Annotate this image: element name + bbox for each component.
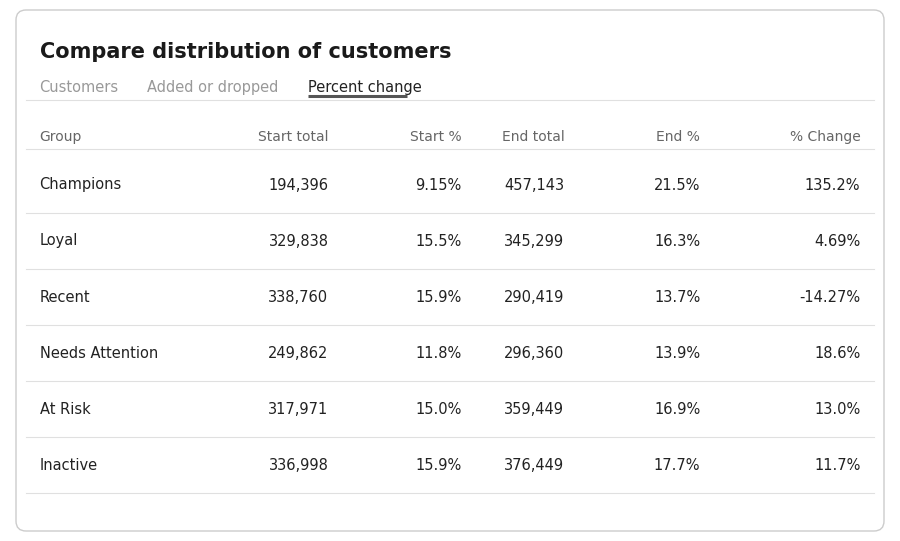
Text: 16.3%: 16.3% <box>654 234 700 248</box>
Text: Percent change: Percent change <box>308 80 421 95</box>
Text: 15.5%: 15.5% <box>416 234 462 248</box>
Text: End total: End total <box>501 130 564 144</box>
Text: Needs Attention: Needs Attention <box>40 346 158 360</box>
FancyBboxPatch shape <box>16 10 884 531</box>
Text: 9.15%: 9.15% <box>416 177 462 193</box>
Text: Start %: Start % <box>410 130 462 144</box>
Text: 4.69%: 4.69% <box>814 234 860 248</box>
Text: 376,449: 376,449 <box>504 458 564 472</box>
Text: 13.7%: 13.7% <box>654 289 700 305</box>
Text: 345,299: 345,299 <box>504 234 564 248</box>
Text: 296,360: 296,360 <box>504 346 564 360</box>
Text: 11.7%: 11.7% <box>814 458 860 472</box>
Text: 15.9%: 15.9% <box>416 458 462 472</box>
Text: Added or dropped: Added or dropped <box>147 80 278 95</box>
Text: Loyal: Loyal <box>40 234 78 248</box>
Text: Inactive: Inactive <box>40 458 98 472</box>
Text: 13.9%: 13.9% <box>654 346 700 360</box>
Text: 290,419: 290,419 <box>504 289 564 305</box>
Text: Compare distribution of customers: Compare distribution of customers <box>40 42 451 62</box>
Text: Group: Group <box>40 130 82 144</box>
Text: 194,396: 194,396 <box>268 177 328 193</box>
Text: 17.7%: 17.7% <box>653 458 700 472</box>
Text: 135.2%: 135.2% <box>805 177 860 193</box>
Text: 21.5%: 21.5% <box>653 177 700 193</box>
Text: Customers: Customers <box>40 80 119 95</box>
Text: 329,838: 329,838 <box>268 234 328 248</box>
Text: 15.0%: 15.0% <box>415 401 462 417</box>
Text: 336,998: 336,998 <box>268 458 328 472</box>
Text: -14.27%: -14.27% <box>799 289 860 305</box>
Text: Recent: Recent <box>40 289 90 305</box>
Text: % Change: % Change <box>789 130 860 144</box>
Text: 338,760: 338,760 <box>268 289 328 305</box>
Text: 317,971: 317,971 <box>268 401 328 417</box>
Text: Start total: Start total <box>258 130 328 144</box>
Text: 15.9%: 15.9% <box>416 289 462 305</box>
Text: 18.6%: 18.6% <box>814 346 860 360</box>
Text: Champions: Champions <box>40 177 122 193</box>
Text: End %: End % <box>656 130 700 144</box>
Text: 359,449: 359,449 <box>504 401 564 417</box>
Text: At Risk: At Risk <box>40 401 90 417</box>
Text: 13.0%: 13.0% <box>814 401 860 417</box>
Text: 249,862: 249,862 <box>268 346 328 360</box>
Text: 457,143: 457,143 <box>504 177 564 193</box>
Text: 16.9%: 16.9% <box>654 401 700 417</box>
Text: 11.8%: 11.8% <box>416 346 462 360</box>
